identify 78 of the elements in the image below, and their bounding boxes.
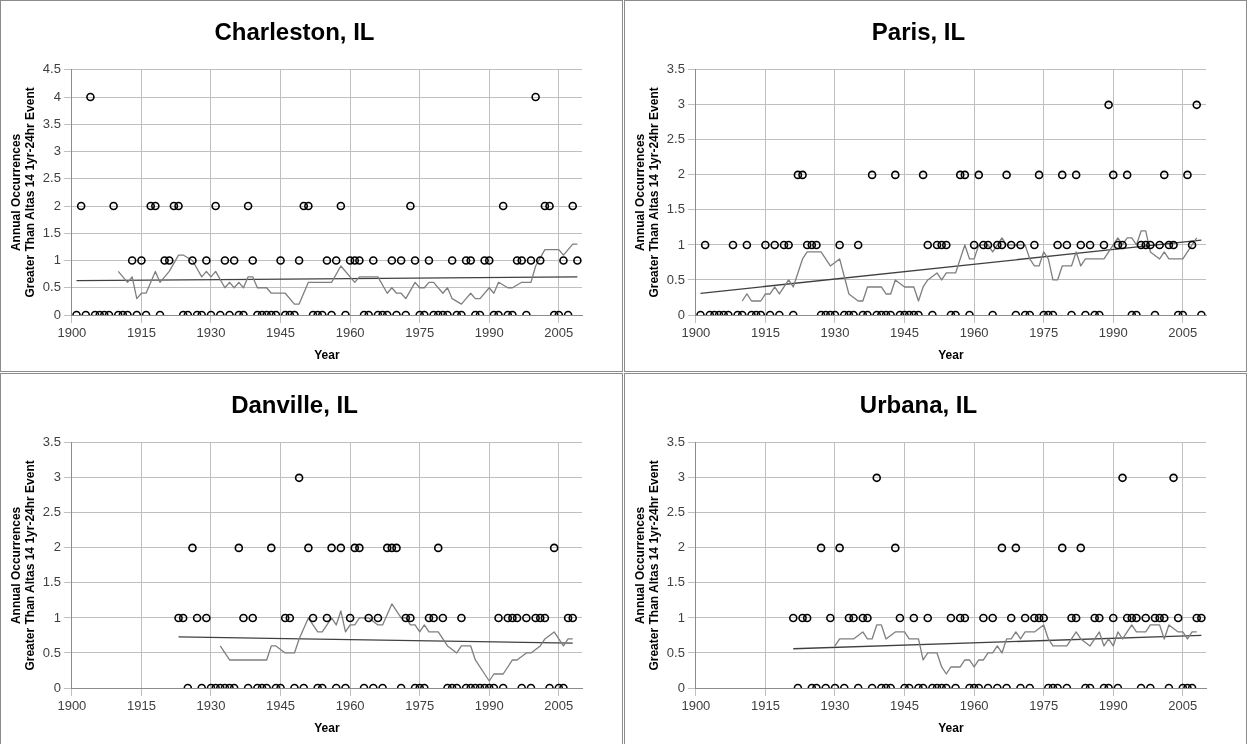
x-tick-label: 1945	[266, 325, 296, 341]
chart-title: Urbana, IL	[859, 391, 978, 419]
y-tick-label: 1	[677, 236, 685, 252]
y-tick-label: 0.5	[42, 279, 61, 295]
x-tick-label: 1975	[405, 325, 435, 341]
y-tick-label: 3	[53, 469, 61, 485]
y-tick-label: 1	[53, 609, 61, 625]
x-tick-label: 1930	[196, 325, 226, 341]
y-tick-label: 0.5	[666, 644, 685, 660]
y-tick-label: 2.5	[42, 170, 61, 186]
x-tick-label: 1945	[890, 325, 920, 341]
y-tick-label: 2.5	[666, 131, 685, 147]
y-axis-title: Annual Occurrences Greater Than Altas 14 1yr-24hr Event	[632, 87, 661, 298]
y-axis-title: Annual Occurrences Greater Than Altas 14 1yr-24hr Event	[8, 87, 37, 298]
y-tick-label: 0	[53, 306, 61, 322]
y-tick-label: 3	[677, 469, 685, 485]
x-tick-label: 1945	[266, 698, 296, 714]
x-tick-label: 1915	[750, 698, 780, 714]
y-tick-label: 2	[53, 539, 61, 555]
x-tick-label: 1915	[126, 698, 156, 714]
x-tick-label: 1900	[681, 698, 711, 714]
y-tick-label: 0.5	[42, 644, 61, 660]
x-tick-label: 1960	[335, 698, 365, 714]
y-tick-label: 1	[677, 609, 685, 625]
y-tick-label: 0	[53, 679, 61, 695]
y-tick-label: 3	[53, 143, 61, 159]
x-tick-label: 1900	[57, 698, 87, 714]
y-tick-label: 2	[677, 539, 685, 555]
x-tick-label: 2005	[544, 698, 574, 714]
y-tick-label: 2.5	[666, 504, 685, 520]
x-tick-label: 1915	[126, 325, 156, 341]
x-tick-label: 1900	[57, 325, 87, 341]
x-tick-label: 1945	[890, 698, 920, 714]
x-tick-label: 1975	[1029, 698, 1059, 714]
x-tick-label: 2005	[544, 325, 574, 341]
y-axis-title: Annual Occurrences Greater Than Altas 14 1yr-24hr Event	[632, 460, 661, 671]
y-tick-label: 3	[677, 96, 685, 112]
chart-title: Charleston, IL	[214, 18, 375, 46]
y-tick-label: 3.5	[666, 61, 685, 77]
x-tick-label: 1930	[196, 698, 226, 714]
y-tick-label: 2	[53, 197, 61, 213]
y-tick-label: 3.5	[42, 115, 61, 131]
chart-title: Paris, IL	[871, 18, 966, 46]
y-tick-label: 4	[53, 88, 61, 104]
x-tick-label: 1975	[405, 698, 435, 714]
x-tick-label: 2005	[1168, 698, 1198, 714]
x-tick-label: 1930	[820, 698, 850, 714]
y-tick-label: 2.5	[42, 504, 61, 520]
y-tick-label: 1.5	[42, 224, 61, 240]
y-axis-title: Annual Occurrences Greater Than Altas 14 1yr-24hr Event	[8, 460, 37, 671]
y-tick-label: 1.5	[666, 574, 685, 590]
x-tick-label: 1960	[959, 698, 989, 714]
y-tick-label: 3.5	[42, 434, 61, 450]
x-axis-title: Year	[938, 348, 964, 363]
x-tick-label: 1990	[1098, 698, 1128, 714]
x-tick-label: 1960	[959, 325, 989, 341]
x-tick-label: 1930	[820, 325, 850, 341]
chart-title: Danville, IL	[231, 391, 358, 419]
y-tick-label: 0	[677, 306, 685, 322]
x-tick-label: 1990	[474, 325, 504, 341]
x-tick-label: 1900	[681, 325, 711, 341]
y-tick-label: 0.5	[666, 271, 685, 287]
x-tick-label: 1960	[335, 325, 365, 341]
x-tick-label: 1915	[750, 325, 780, 341]
y-tick-label: 2	[677, 166, 685, 182]
y-tick-label: 1.5	[42, 574, 61, 590]
x-tick-label: 1990	[1098, 325, 1128, 341]
y-tick-label: 1	[53, 252, 61, 268]
x-tick-label: 1975	[1029, 325, 1059, 341]
x-axis-title: Year	[938, 721, 964, 736]
x-axis-title: Year	[314, 348, 340, 363]
y-tick-label: 3.5	[666, 434, 685, 450]
x-tick-label: 2005	[1168, 325, 1198, 341]
y-tick-label: 0	[677, 679, 685, 695]
x-axis-title: Year	[314, 721, 340, 736]
x-tick-label: 1990	[474, 698, 504, 714]
y-tick-label: 4.5	[42, 61, 61, 77]
y-tick-label: 1.5	[666, 201, 685, 217]
